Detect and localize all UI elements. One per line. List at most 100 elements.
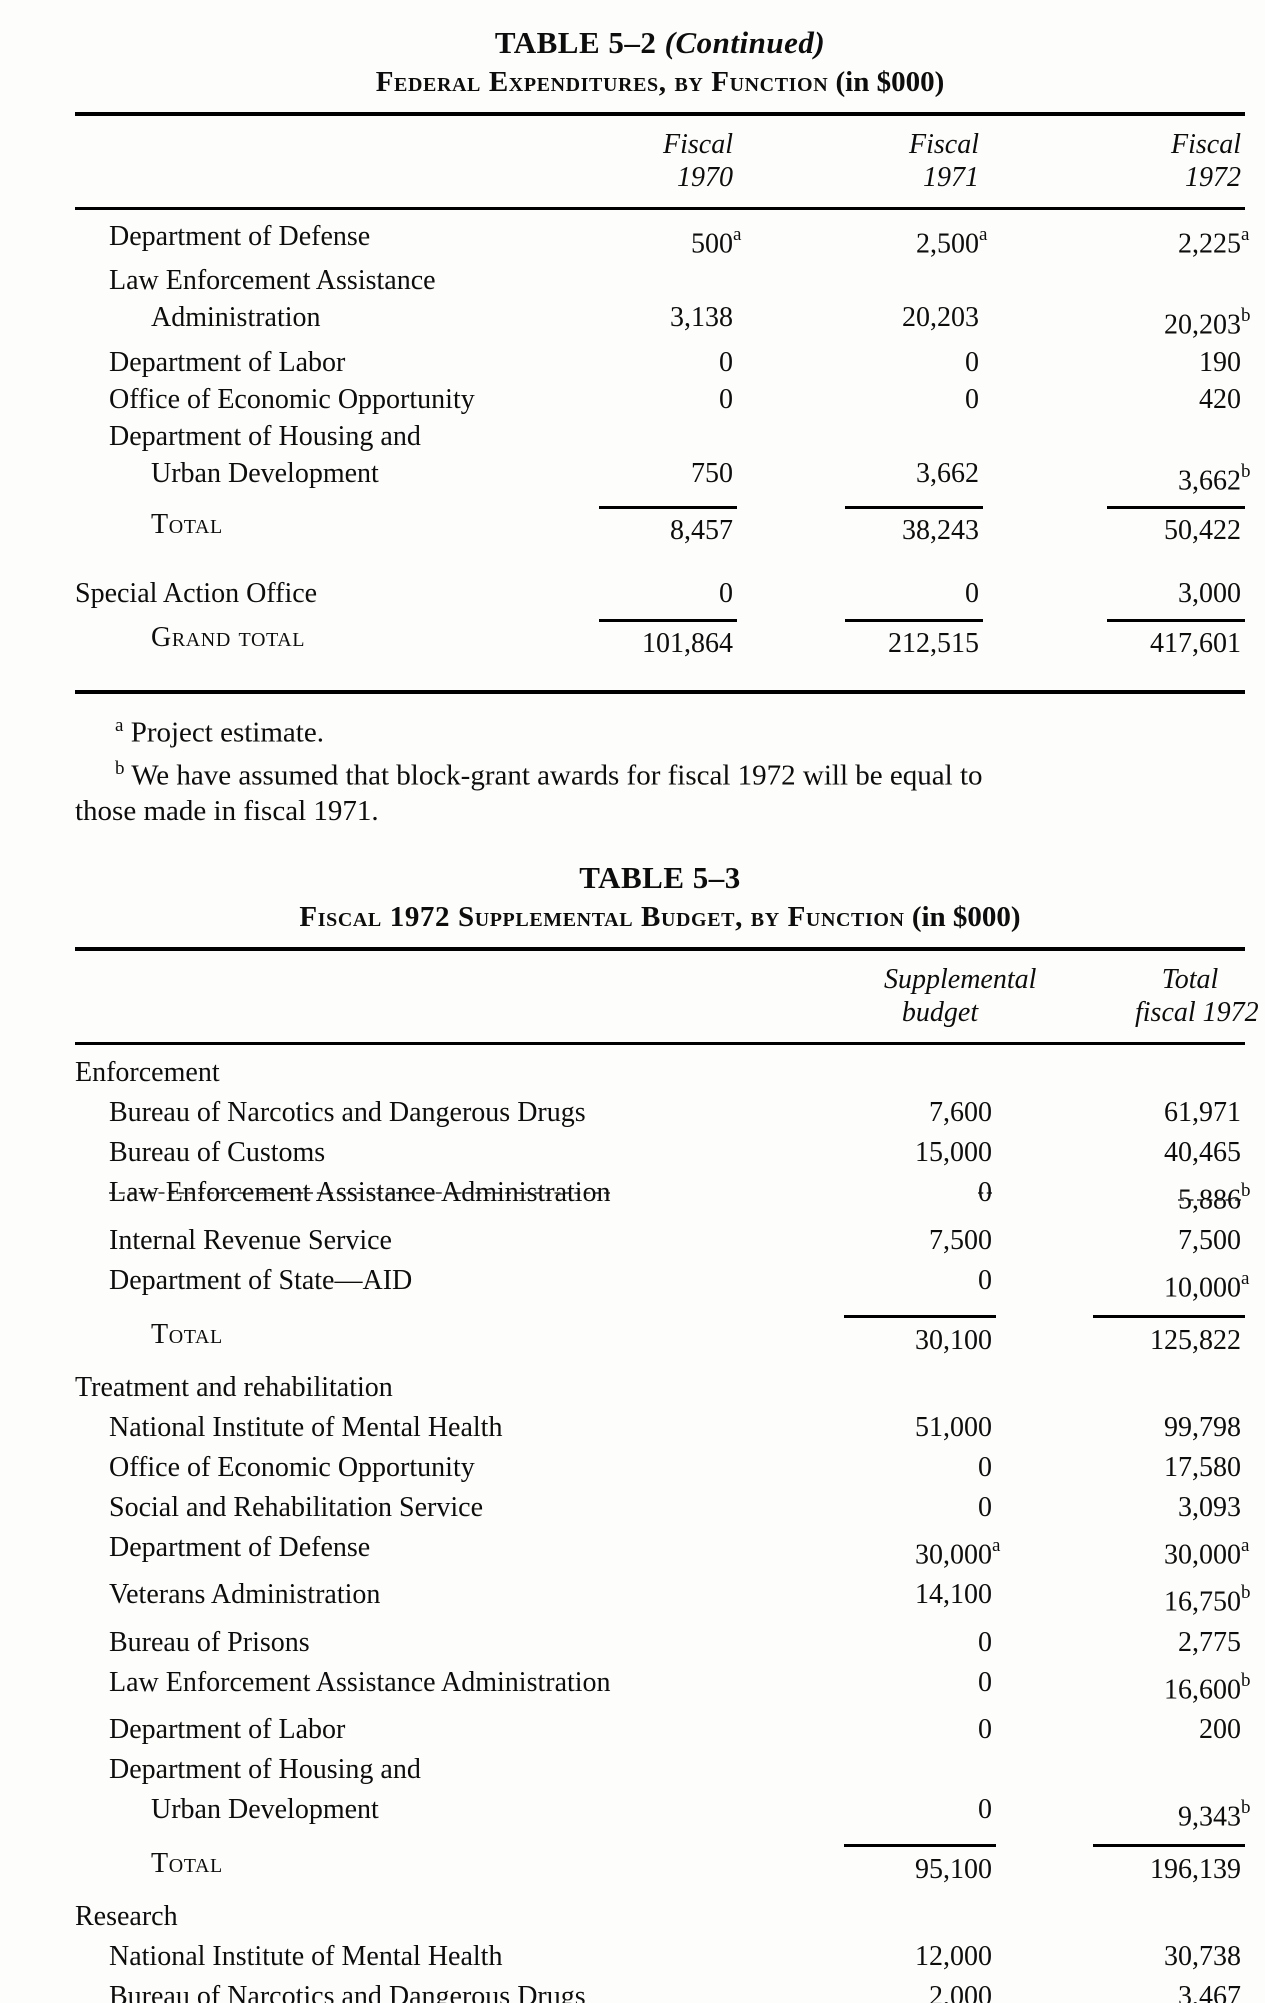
row-label: National Institute of Mental Health [109, 1941, 503, 1973]
row-label: Department of Defense [109, 221, 371, 252]
table-row: Bureau of Prisons 0 2,775 [75, 1623, 1245, 1663]
table-row: Department of Labor 0 0 190 [75, 344, 1245, 381]
row-value [996, 1750, 1245, 1790]
row-label: Research [75, 1901, 178, 1933]
row-value: 30,000a [775, 1528, 1000, 1575]
row-label: Law Enforcement Assistance Administratio… [109, 1666, 611, 1698]
row-label: Total [151, 508, 223, 540]
table-row: Department of Housing and [75, 418, 1245, 455]
footnote-reference: b [1241, 460, 1251, 482]
row-value: 2,500a [737, 218, 987, 262]
row-value: 40,465 [1164, 1137, 1241, 1169]
table-row: Treatment and rehabilitation [75, 1368, 1245, 1408]
footnote-reference: b [1241, 1669, 1251, 1691]
row-label: Department of Labor [109, 346, 346, 378]
row-value: 9,343b [996, 1790, 1251, 1837]
table-row: Department of Housing and [75, 1750, 1245, 1790]
row-label: Bureau of Customs [109, 1137, 326, 1169]
table-row: Urban Development 0 9,343b [75, 1790, 1251, 1837]
row-value: 0 [719, 346, 733, 378]
table-5-2: TABLE 5–2 (Continued) Federal Expenditur… [75, 0, 1251, 829]
footnote-reference: b [1241, 1796, 1251, 1818]
table-5-3-column-headers: Supplemental budget Total fiscal 1972 [75, 951, 1259, 1038]
footnote-b-text-line2: those made in fiscal 1971. [75, 795, 379, 828]
row-value: 0 [719, 577, 733, 609]
row-value [775, 1750, 996, 1790]
row-value: 10,000a [996, 1261, 1249, 1308]
table-row: Research [75, 1897, 1245, 1937]
table-row: Total 95,100 196,139 [75, 1844, 1245, 1890]
table-row: Department of Defense 30,000a 30,000a [75, 1528, 1249, 1575]
table-row: Total 30,100 125,822 [75, 1314, 1245, 1361]
row-value: 99,798 [1164, 1411, 1241, 1443]
row-value: 420 [1199, 383, 1241, 415]
row-value: 3,662b [983, 455, 1251, 499]
column-header-supplemental-budget: Supplemental budget [884, 964, 1037, 1029]
row-value [983, 262, 1245, 299]
table-5-3: TABLE 5–3 Fiscal 1972 Supplemental Budge… [75, 859, 1259, 2003]
row-value: 0 [978, 1451, 992, 1483]
row-value: 0 [978, 1491, 992, 1523]
table-row: Department of Labor 0 200 [75, 1710, 1245, 1750]
column-header-fiscal-1970: Fiscal 1970 [663, 129, 733, 193]
row-value: 3,138 [670, 302, 733, 334]
row-value: 0 [965, 577, 979, 609]
row-label: Department of Labor [109, 1713, 346, 1745]
row-label: Department of Defense [109, 1531, 371, 1563]
row-value: 750 [691, 457, 733, 489]
table-row: Enforcement [75, 1053, 1245, 1093]
table-row: Total 8,457 38,243 50,422 [75, 505, 1245, 549]
row-label: Administration [151, 302, 321, 334]
row-value: 2,775 [1178, 1626, 1241, 1658]
footnote-reference: a [992, 1534, 1001, 1556]
row-value [996, 1368, 1245, 1408]
table-row: Department of Defense 500a 2,500a 2,225a [75, 218, 1249, 262]
table-row: Administration 3,138 20,203 20,203b [75, 299, 1251, 343]
footnote-reference: a [733, 224, 742, 245]
row-label: Office of Economic Opportunity [109, 383, 475, 415]
column-header-fiscal-1972: Fiscal 1972 [1171, 129, 1241, 193]
footnote-reference: b [1241, 305, 1251, 327]
table-5-2-title-continued: (Continued) [664, 25, 826, 60]
row-value [775, 1053, 996, 1093]
row-value: 20,203 [902, 302, 979, 334]
row-label: Grand total [151, 621, 306, 653]
row-value: 212,515 [737, 618, 983, 662]
row-label: Treatment and rehabilitation [75, 1371, 393, 1403]
table-row: National Institute of Mental Health 51,00… [75, 1408, 1245, 1448]
row-value: 38,243 [737, 505, 983, 549]
row-value: 95,100 [775, 1844, 996, 1890]
row-value: 14,100 [915, 1579, 992, 1611]
table-row: Internal Revenue Service 7,500 7,500 [75, 1221, 1245, 1261]
table-5-2-title: TABLE 5–2 (Continued) [75, 0, 1245, 62]
table-body: Department of Defense 500a 2,500a 2,225a Law… [75, 210, 1251, 676]
table-row: Department of State—AID 0 10,000a [75, 1261, 1249, 1308]
row-value: 0 [978, 1626, 992, 1658]
row-label: Internal Revenue Service [109, 1224, 392, 1256]
row-value: 500a [587, 218, 741, 262]
row-value: 0 [965, 346, 979, 378]
row-value: 51,000 [915, 1411, 992, 1443]
row-value: 196,139 [996, 1844, 1245, 1890]
row-value: 7,600 [929, 1097, 992, 1129]
table-5-3-header-rule [75, 1042, 1245, 1046]
row-label: Social and Rehabilitation Service [109, 1491, 484, 1523]
table-5-2-header-rule [75, 207, 1245, 210]
row-value: 190 [1199, 346, 1241, 378]
table-5-3-top-rule [75, 947, 1245, 952]
footnote-a-text: Project estimate. [130, 716, 324, 749]
table-row: Veterans Administration 14,100 16,750b [75, 1575, 1251, 1622]
row-value: 30,100 [775, 1314, 996, 1361]
row-value: 30,000a [996, 1528, 1249, 1575]
header-spacer [75, 963, 775, 1029]
table-row: Office of Economic Opportunity 0 0 420 [75, 381, 1245, 418]
row-value [775, 1897, 996, 1937]
row-value: 20,203b [983, 299, 1251, 343]
table-row: Grand total 101,864 212,515 417,601 [75, 618, 1245, 662]
table-row: Bureau of Narcotics and Dangerous Drugs 7… [75, 1093, 1245, 1133]
row-value: 0 [719, 383, 733, 415]
row-value [996, 1897, 1245, 1937]
table-row: Law Enforcement Assistance Administratio… [75, 1173, 1251, 1220]
table-5-2-top-rule [75, 112, 1245, 116]
